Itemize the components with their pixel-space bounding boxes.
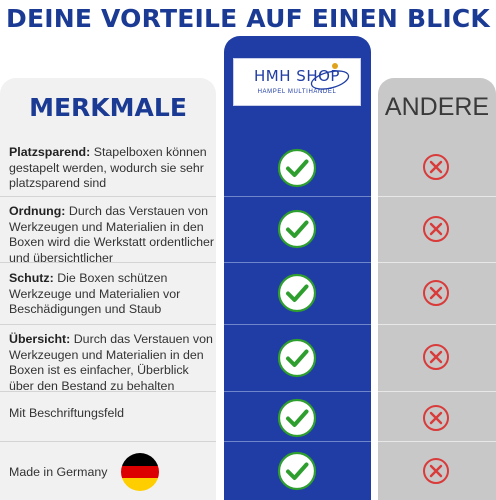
- brand-tagline: HAMPEL MULTIHANDEL: [257, 89, 337, 95]
- cross-icon: [423, 280, 449, 306]
- logo-dot-icon: [332, 63, 338, 69]
- row-divider: [0, 324, 216, 325]
- cross-icon: [423, 216, 449, 242]
- cross-icon: [423, 458, 449, 484]
- row-text: Durch das Verstauen von Werkzeugen und M…: [9, 332, 213, 393]
- row-divider: [0, 262, 216, 263]
- brand-logo: HMH SHOP HAMPEL MULTIHANDEL: [233, 58, 361, 106]
- row-text: Stapelboxen können gestapelt werden, wod…: [9, 145, 207, 190]
- row-label: Schutz:: [9, 271, 54, 285]
- row-text: Made in Germany: [9, 465, 108, 479]
- row-divider: [0, 441, 216, 442]
- row-divider: [378, 441, 496, 442]
- check-icon: [277, 209, 317, 249]
- row-made-in-germany: Made in Germany: [9, 465, 215, 481]
- check-icon: [277, 398, 317, 438]
- row-divider: [224, 196, 371, 197]
- row-divider: [378, 324, 496, 325]
- row-uebersicht: Übersicht: Durch das Verstauen von Werkz…: [9, 332, 215, 394]
- features-column: [0, 78, 216, 500]
- row-divider: [378, 196, 496, 197]
- row-divider: [224, 391, 371, 392]
- row-divider: [0, 196, 216, 197]
- row-divider: [378, 262, 496, 263]
- row-beschriftungsfeld: Mit Beschriftungsfeld: [9, 406, 215, 422]
- brand-name: HMH SHOP: [254, 67, 340, 85]
- row-schutz: Schutz: Die Boxen schützen Werkzeuge und…: [9, 271, 215, 318]
- row-text: Mit Beschriftungsfeld: [9, 406, 125, 420]
- others-header: ANDERE: [384, 92, 490, 121]
- row-divider: [224, 324, 371, 325]
- check-icon: [277, 338, 317, 378]
- row-divider: [0, 391, 216, 392]
- row-label: Platzsparend:: [9, 145, 91, 159]
- cross-icon: [423, 154, 449, 180]
- check-icon: [277, 451, 317, 491]
- row-ordnung: Ordnung: Durch das Verstauen von Werkzeu…: [9, 204, 215, 266]
- logo-orbit-icon: [310, 70, 350, 90]
- row-label: Übersicht:: [9, 332, 71, 346]
- cross-icon: [423, 405, 449, 431]
- row-divider: [224, 262, 371, 263]
- row-text: Durch das Verstauen von Werkzeugen und M…: [9, 204, 214, 265]
- germany-flag-icon: [121, 453, 159, 491]
- features-header: MERKMALE: [29, 92, 187, 122]
- row-divider: [378, 391, 496, 392]
- check-icon: [277, 148, 317, 188]
- page-headline: DEINE VORTEILE AUF EINEN BLICK: [6, 4, 490, 33]
- row-label: Ordnung:: [9, 204, 66, 218]
- row-text: Die Boxen schützen Werkzeuge und Materia…: [9, 271, 181, 316]
- row-platzsparend: Platzsparend: Stapelboxen können gestape…: [9, 145, 215, 192]
- check-icon: [277, 273, 317, 313]
- row-divider: [224, 441, 371, 442]
- cross-icon: [423, 344, 449, 370]
